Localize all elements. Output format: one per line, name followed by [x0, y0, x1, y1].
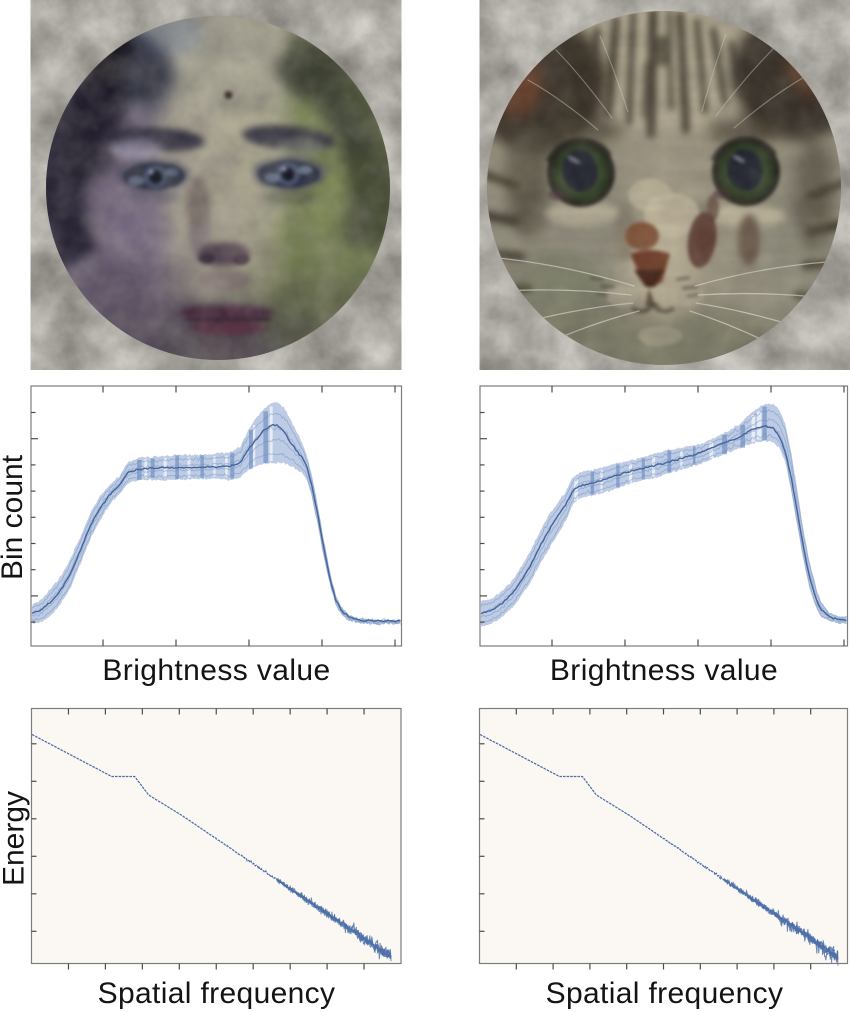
- svg-text:Spatial frequency: Spatial frequency: [546, 977, 784, 1010]
- svg-text:Bin count: Bin count: [0, 454, 29, 580]
- svg-text:Brightness value: Brightness value: [550, 654, 778, 687]
- svg-text:Spatial frequency: Spatial frequency: [98, 977, 336, 1010]
- svg-text:Energy: Energy: [0, 791, 31, 886]
- svg-text:Brightness value: Brightness value: [102, 654, 330, 687]
